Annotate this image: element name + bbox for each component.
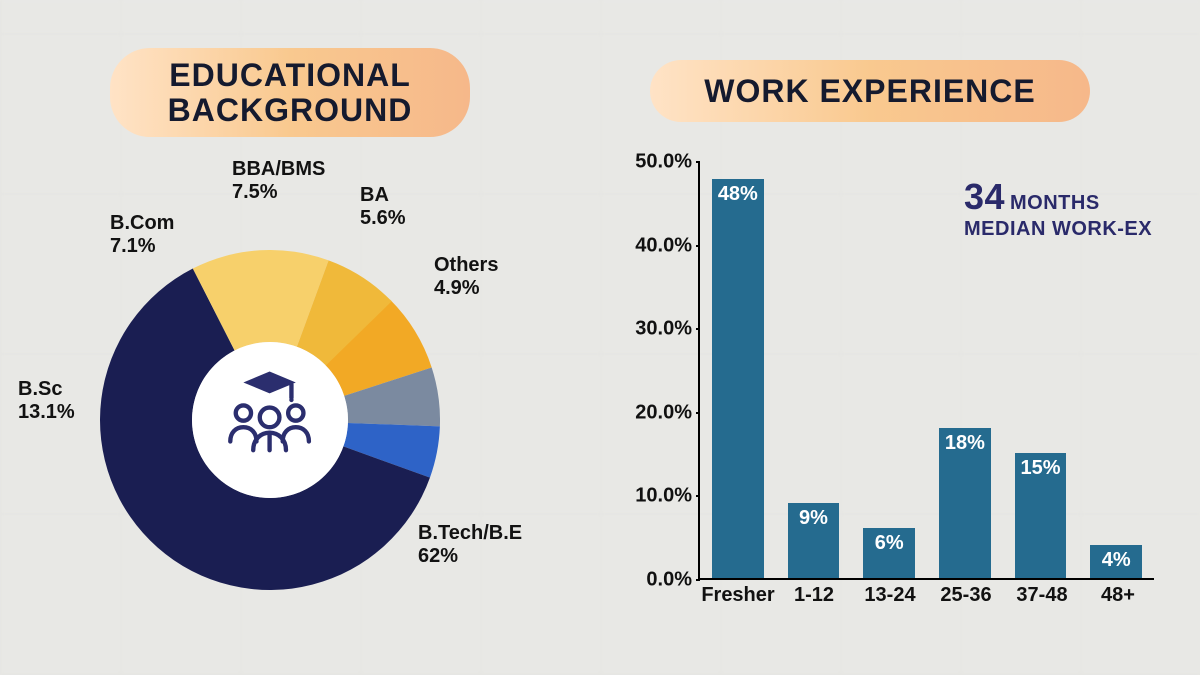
- donut-label-ba: BA5.6%: [360, 184, 406, 230]
- xtick-label: 37-48: [1016, 578, 1067, 607]
- ytick-label: 40.0%: [635, 234, 700, 257]
- bar-slot: 6%: [851, 162, 927, 578]
- xtick-label: 25-36: [940, 578, 991, 607]
- ytick-label: 50.0%: [635, 151, 700, 174]
- bar-1-12: 9%: [788, 503, 839, 578]
- median-unit: MONTHS: [1010, 192, 1100, 214]
- ytick-label: 30.0%: [635, 318, 700, 341]
- donut-label-b-tech-b-e: B.Tech/B.E62%: [418, 522, 522, 568]
- stage: EDUCATIONALBACKGROUND WORK EXPERIENCE: [0, 0, 1200, 675]
- xtick-label: 13-24: [864, 578, 915, 607]
- bar-25-36: 18%: [939, 428, 990, 578]
- median-workex-callout: 34 MONTHS MEDIAN WORK-EX: [964, 176, 1152, 241]
- xtick-label: Fresher: [701, 578, 774, 607]
- bar-slot: 9%: [776, 162, 852, 578]
- ytick-label: 20.0%: [635, 401, 700, 424]
- bar-fresher: 48%: [712, 179, 763, 578]
- bar-13-24: 6%: [863, 528, 914, 578]
- bar-48-: 4%: [1090, 545, 1141, 578]
- median-line2: MEDIAN WORK-EX: [964, 218, 1152, 241]
- bar-slot: 48%: [700, 162, 776, 578]
- bar-37-48: 15%: [1015, 453, 1066, 578]
- barchart-work-experience: 48% 9% 6% 18% 15% 4% 0.0% 10.0% 20.0% 30.0% 40.0%…: [0, 0, 1200, 675]
- median-number: 34: [964, 176, 1005, 217]
- donut-label-b-com: B.Com7.1%: [110, 212, 174, 258]
- donut-label-others: Others4.9%: [434, 254, 498, 300]
- xtick-label: 48+: [1101, 578, 1135, 607]
- donut-label-b-sc: B.Sc13.1%: [18, 378, 75, 424]
- ytick-label: 0.0%: [646, 569, 700, 592]
- ytick-label: 10.0%: [635, 485, 700, 508]
- xtick-label: 1-12: [794, 578, 834, 607]
- donut-label-bba-bms: BBA/BMS7.5%: [232, 158, 325, 204]
